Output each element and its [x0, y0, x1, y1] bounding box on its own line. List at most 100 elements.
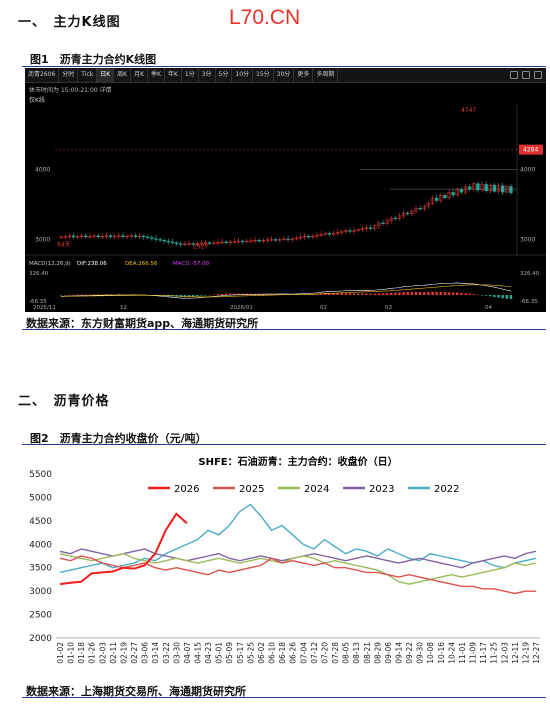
toolbar-item-0[interactable]: 沥青2606 — [25, 68, 60, 82]
grid-icon[interactable] — [510, 71, 518, 79]
toolbar-item-15[interactable]: 多周期 — [313, 68, 339, 82]
x-tick-label: 03-22 — [162, 642, 171, 664]
kline-candle — [311, 235, 315, 238]
macd-bar — [200, 295, 203, 296]
watermark-logo: L70.CN — [229, 6, 301, 29]
macd-value-0: DIF:238.06 — [77, 261, 107, 267]
kline-candle — [203, 242, 208, 244]
macd-bar — [216, 294, 220, 295]
kline-candle — [216, 242, 220, 244]
toolbar-item-9[interactable]: 3分 — [199, 68, 216, 82]
toolbar-item-10[interactable]: 5分 — [216, 68, 233, 82]
kline-candle — [331, 233, 336, 235]
macd-bar — [237, 293, 240, 295]
macd-bar — [501, 295, 504, 299]
macd-bar — [191, 295, 195, 297]
macd-bar — [63, 294, 67, 296]
kline-candle — [430, 197, 435, 204]
kline-indicator-label[interactable]: 仅K线 — [29, 96, 45, 104]
x-tick-label: 08-05 — [342, 642, 351, 664]
macd-bar — [431, 291, 434, 295]
macd-bar — [88, 294, 92, 295]
macd-bar — [274, 294, 277, 295]
x-tick-label: 10-08 — [426, 642, 435, 664]
kline-candle — [257, 240, 261, 242]
window-icon[interactable] — [534, 71, 542, 79]
toolbar-item-6[interactable]: 季K — [148, 68, 165, 82]
macd-bar — [220, 293, 224, 295]
macd-bar — [443, 292, 447, 295]
kline-candle — [282, 238, 286, 241]
kline-candle — [500, 185, 505, 193]
macd-bar — [307, 294, 310, 295]
kline-candle — [360, 228, 365, 230]
kline-candle — [472, 183, 476, 190]
toolbar-item-7[interactable]: 年K — [165, 68, 182, 82]
kline-level-left-0: 4000 — [35, 167, 50, 174]
kline-low-label: 2927 — [193, 244, 208, 251]
x-tick-label: 05-25 — [246, 642, 255, 664]
kline-candle — [158, 239, 162, 241]
toolbar-item-14[interactable]: 更多 — [294, 68, 314, 82]
toolbar-item-8[interactable]: 1分 — [182, 68, 199, 82]
toolbar-item-11[interactable]: 10分 — [232, 68, 254, 82]
kline-candle — [422, 205, 426, 210]
kline-candle — [488, 184, 492, 191]
macd-bar — [96, 294, 100, 295]
macd-bar — [101, 294, 104, 295]
kline-candle — [162, 240, 166, 242]
kline-candle — [232, 241, 237, 243]
kline-candle — [476, 183, 480, 191]
kline-candle — [187, 243, 191, 245]
macd-bar — [187, 295, 191, 297]
macd-bar — [348, 293, 352, 295]
macd-bar — [472, 294, 476, 295]
kline-candle — [393, 217, 398, 220]
x-tick-label: 01-02 — [56, 642, 65, 664]
kline-candle — [484, 184, 488, 191]
kline-candle — [439, 195, 443, 201]
toolbar-item-2[interactable]: Tick — [78, 68, 98, 82]
x-tick-label: 01-18 — [77, 642, 86, 664]
kline-candle — [96, 235, 100, 238]
toolbar-item-3[interactable]: 日K — [97, 68, 115, 82]
toolbar-item-12[interactable]: 15分 — [253, 68, 274, 82]
kline-candle — [84, 235, 88, 238]
x-tick-label: 08-29 — [373, 642, 382, 664]
kline-candle — [373, 225, 377, 229]
kline-candle — [179, 243, 183, 245]
kline-candle — [286, 238, 290, 241]
toolbar-item-13[interactable]: 30分 — [274, 68, 295, 82]
macd-top-right: 326.40 — [520, 271, 540, 277]
kline-candle — [298, 236, 303, 239]
macd-bar — [377, 293, 381, 295]
kline-candle — [278, 239, 282, 241]
y-tick-label: 2500 — [29, 611, 52, 621]
series-line-2025 — [59, 555, 536, 595]
kline-candle — [401, 212, 406, 217]
x-tick-label: 10-16 — [437, 642, 446, 664]
kline-last-price: 4284 — [523, 147, 538, 154]
macd-bar — [266, 293, 269, 295]
x-tick-label: 05-01 — [215, 642, 224, 664]
kline-candle — [245, 240, 249, 243]
toolbar-item-5[interactable]: 月K — [131, 68, 149, 82]
y-tick-label: 3500 — [29, 564, 52, 574]
kline-candle — [236, 240, 241, 243]
kline-candle — [154, 238, 158, 240]
macd-bar — [505, 295, 509, 299]
kline-candle — [455, 189, 459, 196]
kline-candle — [447, 192, 451, 198]
kline-candle — [389, 217, 393, 222]
kline-level-right-0: 4000 — [520, 167, 535, 174]
x-tick-label: 06-02 — [257, 642, 266, 664]
legend-label-2026: 2026 — [174, 484, 199, 495]
settings-icon[interactable] — [522, 71, 530, 79]
macd-bar — [509, 295, 513, 300]
kline-candle — [71, 235, 76, 238]
toolbar-item-4[interactable]: 周K — [114, 68, 132, 82]
x-tick-label: 12-03 — [500, 642, 509, 664]
toolbar-item-1[interactable]: 分时 — [59, 68, 79, 82]
y-tick-label: 5000 — [29, 493, 52, 503]
macd-bar — [270, 294, 273, 295]
